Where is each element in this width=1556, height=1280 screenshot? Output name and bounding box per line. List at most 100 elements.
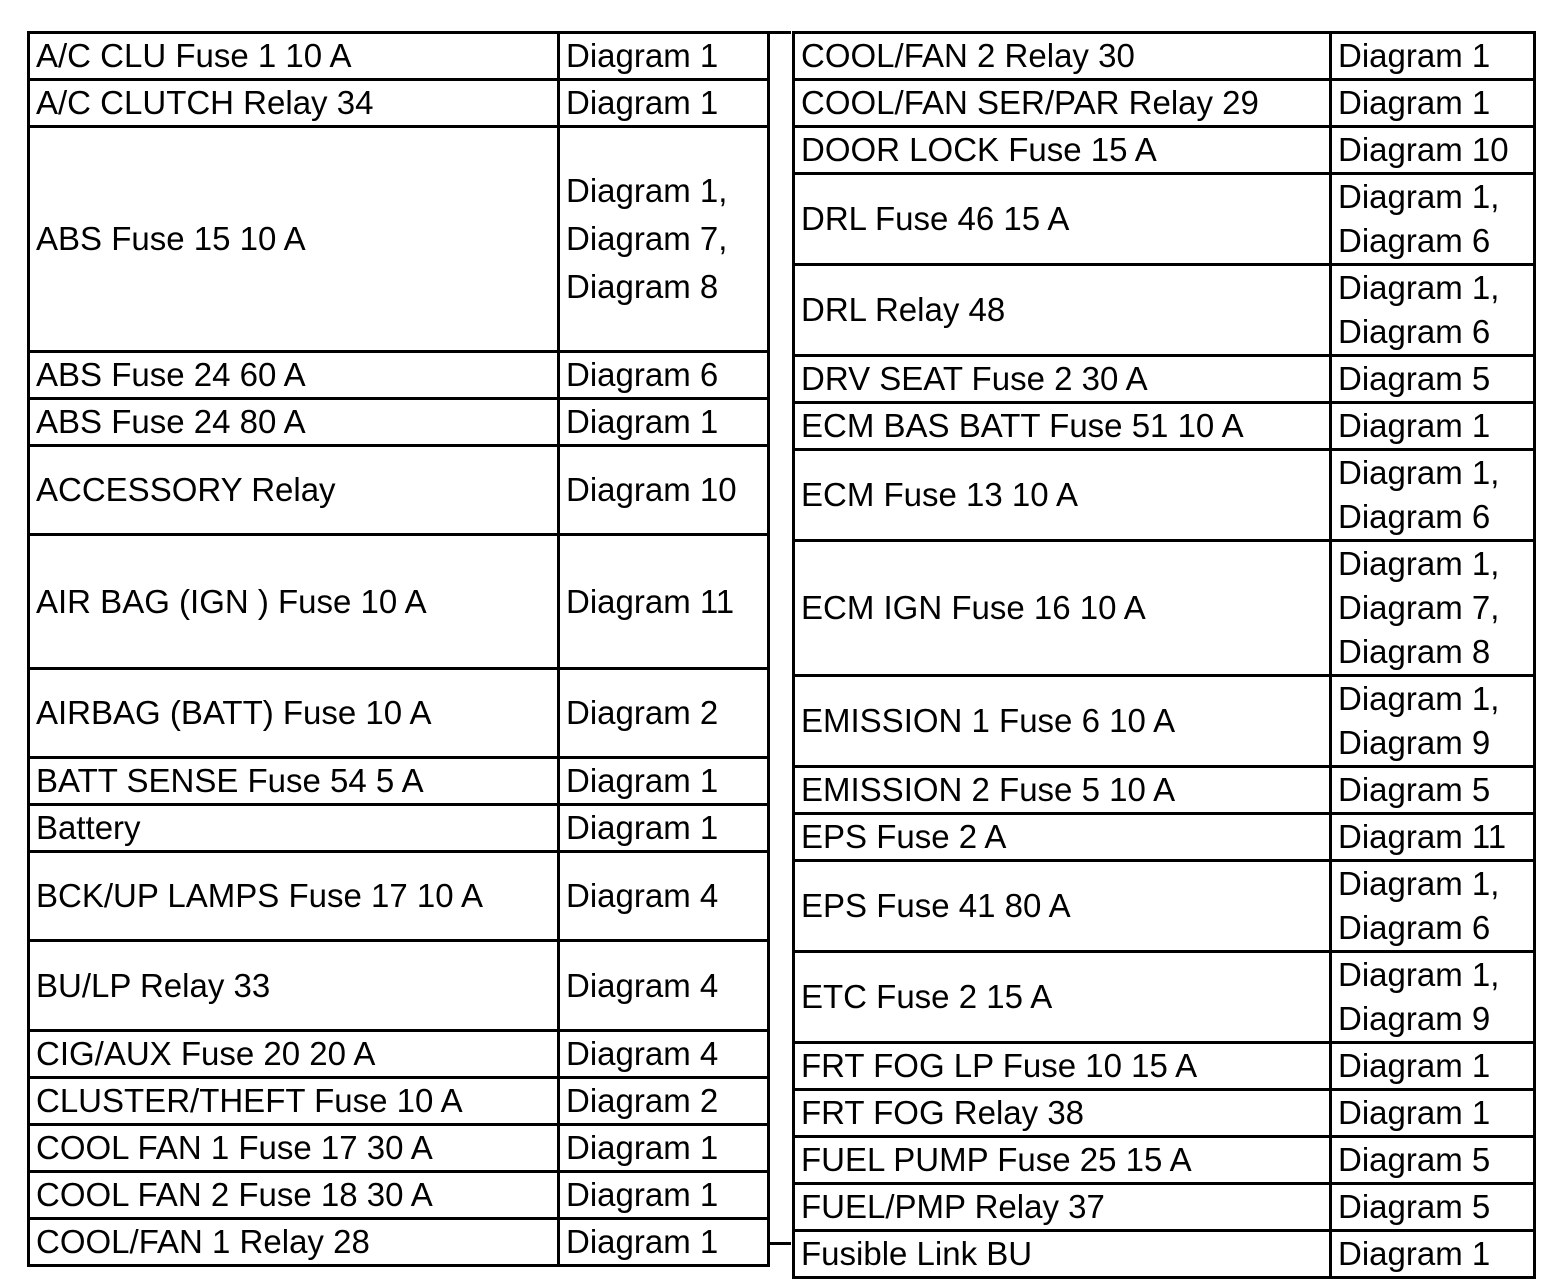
diagram-reference: Diagram 1, Diagram 6: [1329, 172, 1536, 266]
component-name: Fusible Link BU: [792, 1229, 1332, 1279]
table-row: COOL/FAN 1 Relay 28 Diagram 1: [27, 1217, 770, 1267]
component-name: EPS Fuse 41 80 A: [792, 859, 1332, 953]
diagram-reference: Diagram 1: [557, 756, 770, 806]
diagram-reference: Diagram 5: [1329, 1182, 1536, 1232]
component-name: EPS Fuse 2 A: [792, 812, 1332, 862]
table-row: FUEL PUMP Fuse 25 15 A Diagram 5: [792, 1135, 1536, 1185]
diagram-reference: Diagram 5: [1329, 1135, 1536, 1185]
diagram-reference: Diagram 11: [557, 533, 770, 670]
component-name: ABS Fuse 24 80 A: [27, 397, 560, 447]
table-row: ECM Fuse 13 10 A Diagram 1, Diagram 6: [792, 448, 1536, 542]
table-row: A/C CLUTCH Relay 34 Diagram 1: [27, 78, 770, 128]
diagram-reference: Diagram 1: [1329, 1088, 1536, 1138]
diagram-reference: Diagram 10: [557, 444, 770, 536]
component-name: COOL/FAN 2 Relay 30: [792, 31, 1332, 81]
diagram-reference: Diagram 10: [1329, 125, 1536, 175]
diagram-reference: Diagram 4: [557, 939, 770, 1032]
component-name: ECM BAS BATT Fuse 51 10 A: [792, 401, 1332, 451]
component-name: ECM Fuse 13 10 A: [792, 448, 1332, 542]
table-row: CLUSTER/THEFT Fuse 10 A Diagram 2: [27, 1076, 770, 1126]
table-row: EPS Fuse 41 80 A Diagram 1, Diagram 6: [792, 859, 1536, 953]
component-name: DRV SEAT Fuse 2 30 A: [792, 354, 1332, 404]
component-name: FUEL/PMP Relay 37: [792, 1182, 1332, 1232]
component-name: COOL/FAN SER/PAR Relay 29: [792, 78, 1332, 128]
table-row: BCK/UP LAMPS Fuse 17 10 A Diagram 4: [27, 850, 770, 942]
table-row: BATT SENSE Fuse 54 5 A Diagram 1: [27, 756, 770, 806]
diagram-reference: Diagram 1: [1329, 1229, 1536, 1279]
component-name: EMISSION 1 Fuse 6 10 A: [792, 674, 1332, 768]
component-name: CIG/AUX Fuse 20 20 A: [27, 1029, 560, 1079]
table-row: ABS Fuse 24 80 A Diagram 1: [27, 397, 770, 447]
component-name: ETC Fuse 2 15 A: [792, 950, 1332, 1044]
column-separator: [767, 31, 791, 1245]
diagram-reference: Diagram 1, Diagram 6: [1329, 263, 1536, 357]
component-name: COOL/FAN 1 Relay 28: [27, 1217, 560, 1267]
component-name: FUEL PUMP Fuse 25 15 A: [792, 1135, 1332, 1185]
component-name: DRL Relay 48: [792, 263, 1332, 357]
component-name: ECM IGN Fuse 16 10 A: [792, 539, 1332, 677]
diagram-reference: Diagram 1, Diagram 6: [1329, 859, 1536, 953]
table-row: EPS Fuse 2 A Diagram 11: [792, 812, 1536, 862]
component-name: FRT FOG LP Fuse 10 15 A: [792, 1041, 1332, 1091]
table-row: ETC Fuse 2 15 A Diagram 1, Diagram 9: [792, 950, 1536, 1044]
table-row: COOL FAN 1 Fuse 17 30 A Diagram 1: [27, 1123, 770, 1173]
table-row: DRL Fuse 46 15 A Diagram 1, Diagram 6: [792, 172, 1536, 266]
component-name: FRT FOG Relay 38: [792, 1088, 1332, 1138]
table-row: Battery Diagram 1: [27, 803, 770, 853]
diagram-reference: Diagram 1: [1329, 31, 1536, 81]
component-name: COOL FAN 1 Fuse 17 30 A: [27, 1123, 560, 1173]
component-name: BATT SENSE Fuse 54 5 A: [27, 756, 560, 806]
component-name: BU/LP Relay 33: [27, 939, 560, 1032]
component-name: A/C CLU Fuse 1 10 A: [27, 31, 560, 81]
component-name: ABS Fuse 15 10 A: [27, 125, 560, 353]
component-name: EMISSION 2 Fuse 5 10 A: [792, 765, 1332, 815]
table-row: AIRBAG (BATT) Fuse 10 A Diagram 2: [27, 667, 770, 759]
table-row: DRV SEAT Fuse 2 30 A Diagram 5: [792, 354, 1536, 404]
table-row: DOOR LOCK Fuse 15 A Diagram 10: [792, 125, 1536, 175]
component-name: COOL FAN 2 Fuse 18 30 A: [27, 1170, 560, 1220]
component-name: AIRBAG (BATT) Fuse 10 A: [27, 667, 560, 759]
diagram-reference: Diagram 1: [1329, 78, 1536, 128]
table-row: ECM IGN Fuse 16 10 A Diagram 1, Diagram 7…: [792, 539, 1536, 677]
table-row: ECM BAS BATT Fuse 51 10 A Diagram 1: [792, 401, 1536, 451]
component-name: ABS Fuse 24 60 A: [27, 350, 560, 400]
diagram-reference: Diagram 1, Diagram 9: [1329, 950, 1536, 1044]
diagram-reference: Diagram 11: [1329, 812, 1536, 862]
table-row: DRL Relay 48 Diagram 1, Diagram 6: [792, 263, 1536, 357]
table-row: COOL FAN 2 Fuse 18 30 A Diagram 1: [27, 1170, 770, 1220]
diagram-reference: Diagram 1: [1329, 1041, 1536, 1091]
diagram-reference: Diagram 1, Diagram 7, Diagram 8: [557, 125, 770, 353]
component-name: AIR BAG (IGN ) Fuse 10 A: [27, 533, 560, 670]
diagram-reference: Diagram 5: [1329, 354, 1536, 404]
diagram-reference: Diagram 1: [557, 31, 770, 81]
diagram-reference: Diagram 1: [557, 397, 770, 447]
component-name: DRL Fuse 46 15 A: [792, 172, 1332, 266]
table-row: FRT FOG Relay 38 Diagram 1: [792, 1088, 1536, 1138]
table-row: Fusible Link BU Diagram 1: [792, 1229, 1536, 1279]
diagram-reference: Diagram 4: [557, 850, 770, 942]
table-row: ACCESSORY Relay Diagram 10: [27, 444, 770, 536]
diagram-reference: Diagram 1, Diagram 6: [1329, 448, 1536, 542]
component-name: Battery: [27, 803, 560, 853]
table-row: EMISSION 2 Fuse 5 10 A Diagram 5: [792, 765, 1536, 815]
table-row: COOL/FAN SER/PAR Relay 29 Diagram 1: [792, 78, 1536, 128]
table-row: ABS Fuse 24 60 A Diagram 6: [27, 350, 770, 400]
diagram-reference: Diagram 5: [1329, 765, 1536, 815]
table-row: FUEL/PMP Relay 37 Diagram 5: [792, 1182, 1536, 1232]
table-row: AIR BAG (IGN ) Fuse 10 A Diagram 11: [27, 533, 770, 670]
diagram-reference: Diagram 1, Diagram 7, Diagram 8: [1329, 539, 1536, 677]
component-name: A/C CLUTCH Relay 34: [27, 78, 560, 128]
diagram-reference: Diagram 4: [557, 1029, 770, 1079]
diagram-reference: Diagram 1, Diagram 9: [1329, 674, 1536, 768]
diagram-reference: Diagram 1: [557, 1217, 770, 1267]
left-index-table: A/C CLU Fuse 1 10 A Diagram 1 A/C CLUTCH …: [27, 31, 770, 1267]
diagram-reference: Diagram 1: [557, 1170, 770, 1220]
component-name: DOOR LOCK Fuse 15 A: [792, 125, 1332, 175]
component-name: CLUSTER/THEFT Fuse 10 A: [27, 1076, 560, 1126]
table-row: ABS Fuse 15 10 A Diagram 1, Diagram 7, Di…: [27, 125, 770, 353]
table-row: A/C CLU Fuse 1 10 A Diagram 1: [27, 31, 770, 81]
diagram-reference: Diagram 2: [557, 667, 770, 759]
component-name: BCK/UP LAMPS Fuse 17 10 A: [27, 850, 560, 942]
diagram-reference: Diagram 6: [557, 350, 770, 400]
table-row: FRT FOG LP Fuse 10 15 A Diagram 1: [792, 1041, 1536, 1091]
